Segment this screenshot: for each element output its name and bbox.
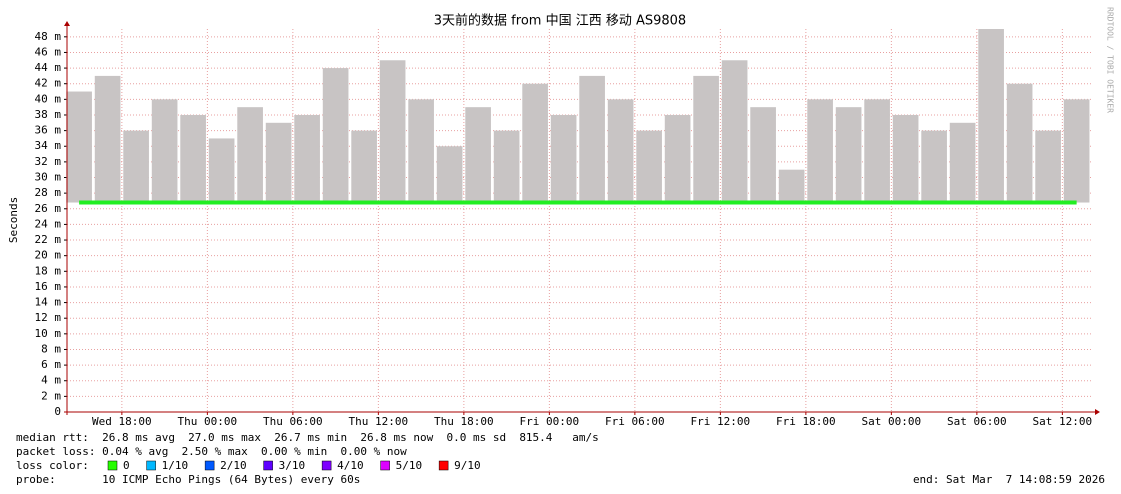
smoke-bar [151,99,178,203]
smoke-bar [436,146,463,203]
loss-label: 3/10 [279,459,306,472]
smoke-bar [693,75,719,203]
smoke-bar [180,114,206,203]
smoke-bar [493,130,520,203]
smoke-bar [322,68,349,203]
smoke-bar [664,114,691,203]
y-tick-label: 10 m [35,327,62,340]
smoke-bar [579,75,605,203]
x-tick-label: Fri 12:00 [691,415,751,428]
x-tick-label: Fri 00:00 [520,415,580,428]
probe-line: probe: 10 ICMP Echo Pings (64 Bytes) eve… [16,473,360,486]
loss-label: 4/10 [337,459,364,472]
y-tick-label: 22 m [35,233,62,246]
smoke-bar [636,130,662,203]
y-tick-label: 6 m [41,358,61,371]
y-tick-label: 46 m [35,45,62,58]
loss-swatch [263,460,273,471]
y-tick-label: 42 m [35,77,62,90]
smoke-bar [408,99,434,203]
smoke-bar [978,29,1004,203]
y-axis-label: Seconds [7,197,20,243]
loss-swatch [204,460,215,471]
side-label: RRDTOOL / TOBI OETIKER [1106,7,1115,113]
y-tick-label: 8 m [41,342,61,355]
smoke-bar [379,60,406,203]
loss-swatch [107,460,118,471]
smoke-bar [351,130,377,203]
smoke-bar [949,122,976,203]
smoke-bar [208,138,235,203]
loss-swatch [380,460,390,471]
x-tick-label: Fri 18:00 [776,415,836,428]
y-tick-label: 30 m [35,171,62,184]
smoke-bar [835,107,862,203]
loss-label: 5/10 [396,459,423,472]
loss-swatch [321,460,332,471]
smoke-bar [465,107,491,203]
y-tick-label: 44 m [35,61,62,74]
x-tick-label: Thu 18:00 [434,415,494,428]
smoke-bar [294,114,320,203]
x-tick-label: Sat 00:00 [862,415,922,428]
smoke-bar [123,130,149,203]
y-tick-label: 20 m [35,249,62,262]
y-tick-label: 40 m [35,92,62,105]
smoke-bar [864,99,890,203]
stats-line: packet loss: 0.04 % avg 2.50 % max 0.00 … [16,445,407,458]
smoke-bar [921,130,947,203]
smoke-bar [522,83,548,203]
y-tick-label: 18 m [35,264,62,277]
y-tick-label: 38 m [35,108,62,121]
smoke-bar [1006,83,1033,203]
y-tick-label: 12 m [35,311,62,324]
x-arrow [1095,409,1100,415]
loss-swatch [438,460,449,471]
loss-label: 2/10 [220,459,247,472]
y-tick-label: 14 m [35,296,62,309]
smoke-bar [721,60,748,203]
y-tick-label: 2 m [41,389,61,402]
x-tick-label: Thu 12:00 [349,415,409,428]
x-tick-label: Wed 18:00 [92,415,152,428]
y-tick-label: 32 m [35,155,62,168]
y-tick-label: 4 m [41,374,61,387]
x-tick-label: Sat 12:00 [1033,415,1093,428]
x-tick-label: Sat 06:00 [947,415,1007,428]
loss-label: 1/10 [162,459,189,472]
x-tick-label: Fri 06:00 [605,415,665,428]
loss-label: 9/10 [454,459,481,472]
end-line: end: Sat Mar 7 14:08:59 2026 [913,473,1105,486]
y-tick-label: 28 m [35,186,62,199]
y-tick-label: 16 m [35,280,62,293]
y-tick-label: 24 m [35,217,62,230]
loss-label: 0 [123,459,130,472]
loss-swatch [146,460,156,471]
stats-line: median rtt: 26.8 ms avg 27.0 ms max 26.7… [16,431,599,444]
smoke-bar [607,99,634,203]
y-tick-label: 26 m [35,202,62,215]
y-tick-label: 34 m [35,139,62,152]
x-tick-label: Thu 06:00 [263,415,323,428]
y-tick-label: 0 [54,405,61,418]
smoke-bar [237,107,263,203]
loss-title: loss color: [16,459,89,472]
smoke-bar [66,91,92,203]
smoke-bar [94,75,121,203]
smoke-bar [750,107,776,203]
chart-title: 3天前的数据 from 中国 江西 移动 AS9808 [434,13,686,29]
y-arrow [64,21,70,26]
smoke-bar [1063,99,1090,203]
smoke-bar [550,114,577,203]
smoke-bar [807,99,833,203]
y-tick-label: 36 m [35,124,62,137]
smoke-bar [778,169,805,203]
x-tick-label: Thu 00:00 [178,415,238,428]
smoke-bar [892,114,919,203]
smoke-bar [265,122,292,203]
smoke-bar [1035,130,1061,203]
y-tick-label: 48 m [35,30,62,43]
